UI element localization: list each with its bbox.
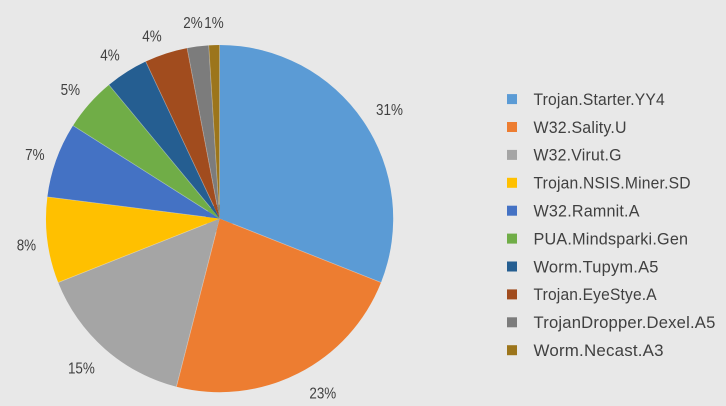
svg-text:4%: 4% [142, 29, 161, 46]
svg-text:TrojanDropper.Dexel.A5: TrojanDropper.Dexel.A5 [534, 313, 716, 332]
svg-text:Trojan.EyeStye.A: Trojan.EyeStye.A [534, 286, 657, 305]
svg-text:Worm.Tupym.A5: Worm.Tupym.A5 [534, 258, 659, 276]
svg-text:5%: 5% [61, 82, 80, 99]
svg-text:Trojan.Starter.YY4: Trojan.Starter.YY4 [534, 91, 665, 109]
svg-text:15%: 15% [68, 360, 95, 377]
svg-text:Worm.Necast.A3: Worm.Necast.A3 [534, 341, 664, 360]
svg-text:W32.Virut.G: W32.Virut.G [534, 146, 622, 164]
svg-text:W32.Sality.U: W32.Sality.U [534, 119, 627, 137]
svg-text:PUA.Mindsparki.Gen: PUA.Mindsparki.Gen [534, 230, 689, 248]
svg-text:2%: 2% [183, 15, 202, 32]
svg-text:7%: 7% [25, 147, 44, 164]
svg-text:23%: 23% [309, 385, 336, 402]
svg-text:31%: 31% [376, 102, 403, 119]
svg-text:Trojan.NSIS.Miner.SD: Trojan.NSIS.Miner.SD [534, 174, 691, 192]
svg-text:4%: 4% [100, 48, 119, 65]
svg-text:W32.Ramnit.A: W32.Ramnit.A [534, 202, 640, 220]
svg-text:1%: 1% [204, 15, 223, 32]
svg-text:8%: 8% [17, 237, 36, 254]
